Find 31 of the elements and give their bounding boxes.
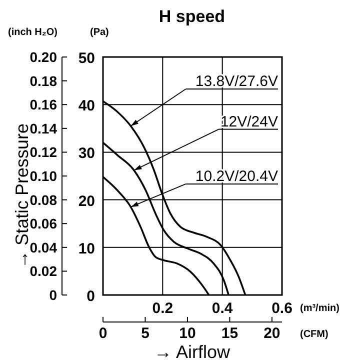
y-tick-label: 0.20	[30, 49, 58, 65]
chart-title: H speed	[158, 7, 226, 26]
y-tick-label: 0.04	[30, 239, 58, 256]
text: (m³/min)	[300, 303, 340, 314]
y2-axis-title: (Pa)	[90, 27, 109, 38]
y-tick-label: 0.02	[30, 263, 58, 280]
y2-tick-label: 50	[78, 50, 95, 67]
y-tick-label: 0	[49, 287, 58, 303]
y2-tick-label: 30	[78, 145, 95, 162]
x2-tick-label: 5	[141, 325, 150, 342]
y-tick-label: 0.08	[30, 192, 58, 208]
x-tick-label: 0.4	[212, 300, 234, 317]
x2-tick-label: 15	[221, 325, 238, 342]
y-tick-label: 0.18	[30, 72, 58, 89]
x2-axis-title: (CFM)	[300, 329, 328, 340]
x-tick-label: 0.6	[272, 300, 292, 317]
x2-tick-label: 10	[179, 325, 196, 342]
x-axis-title: → Airflow	[154, 342, 231, 362]
y-tick-label: 0.12	[30, 144, 58, 160]
x2-tick-label: 20	[264, 325, 280, 342]
text: (inch H₂O)	[8, 27, 58, 38]
y2-tick-label: 20	[78, 192, 95, 210]
y-tick-label: 0.16	[30, 96, 58, 113]
y-tick-label: 0.10	[30, 168, 58, 184]
y2-tick-label: 10	[78, 240, 95, 258]
y-tick-label: 0.06	[30, 216, 58, 232]
y-tick-label: 0.14	[30, 120, 58, 136]
y2-tick-label: 40	[78, 98, 95, 115]
x2-tick-label: 0	[98, 325, 108, 342]
x-tick-label: 0.2	[152, 300, 174, 317]
y2-tick-label: 0	[86, 288, 95, 305]
